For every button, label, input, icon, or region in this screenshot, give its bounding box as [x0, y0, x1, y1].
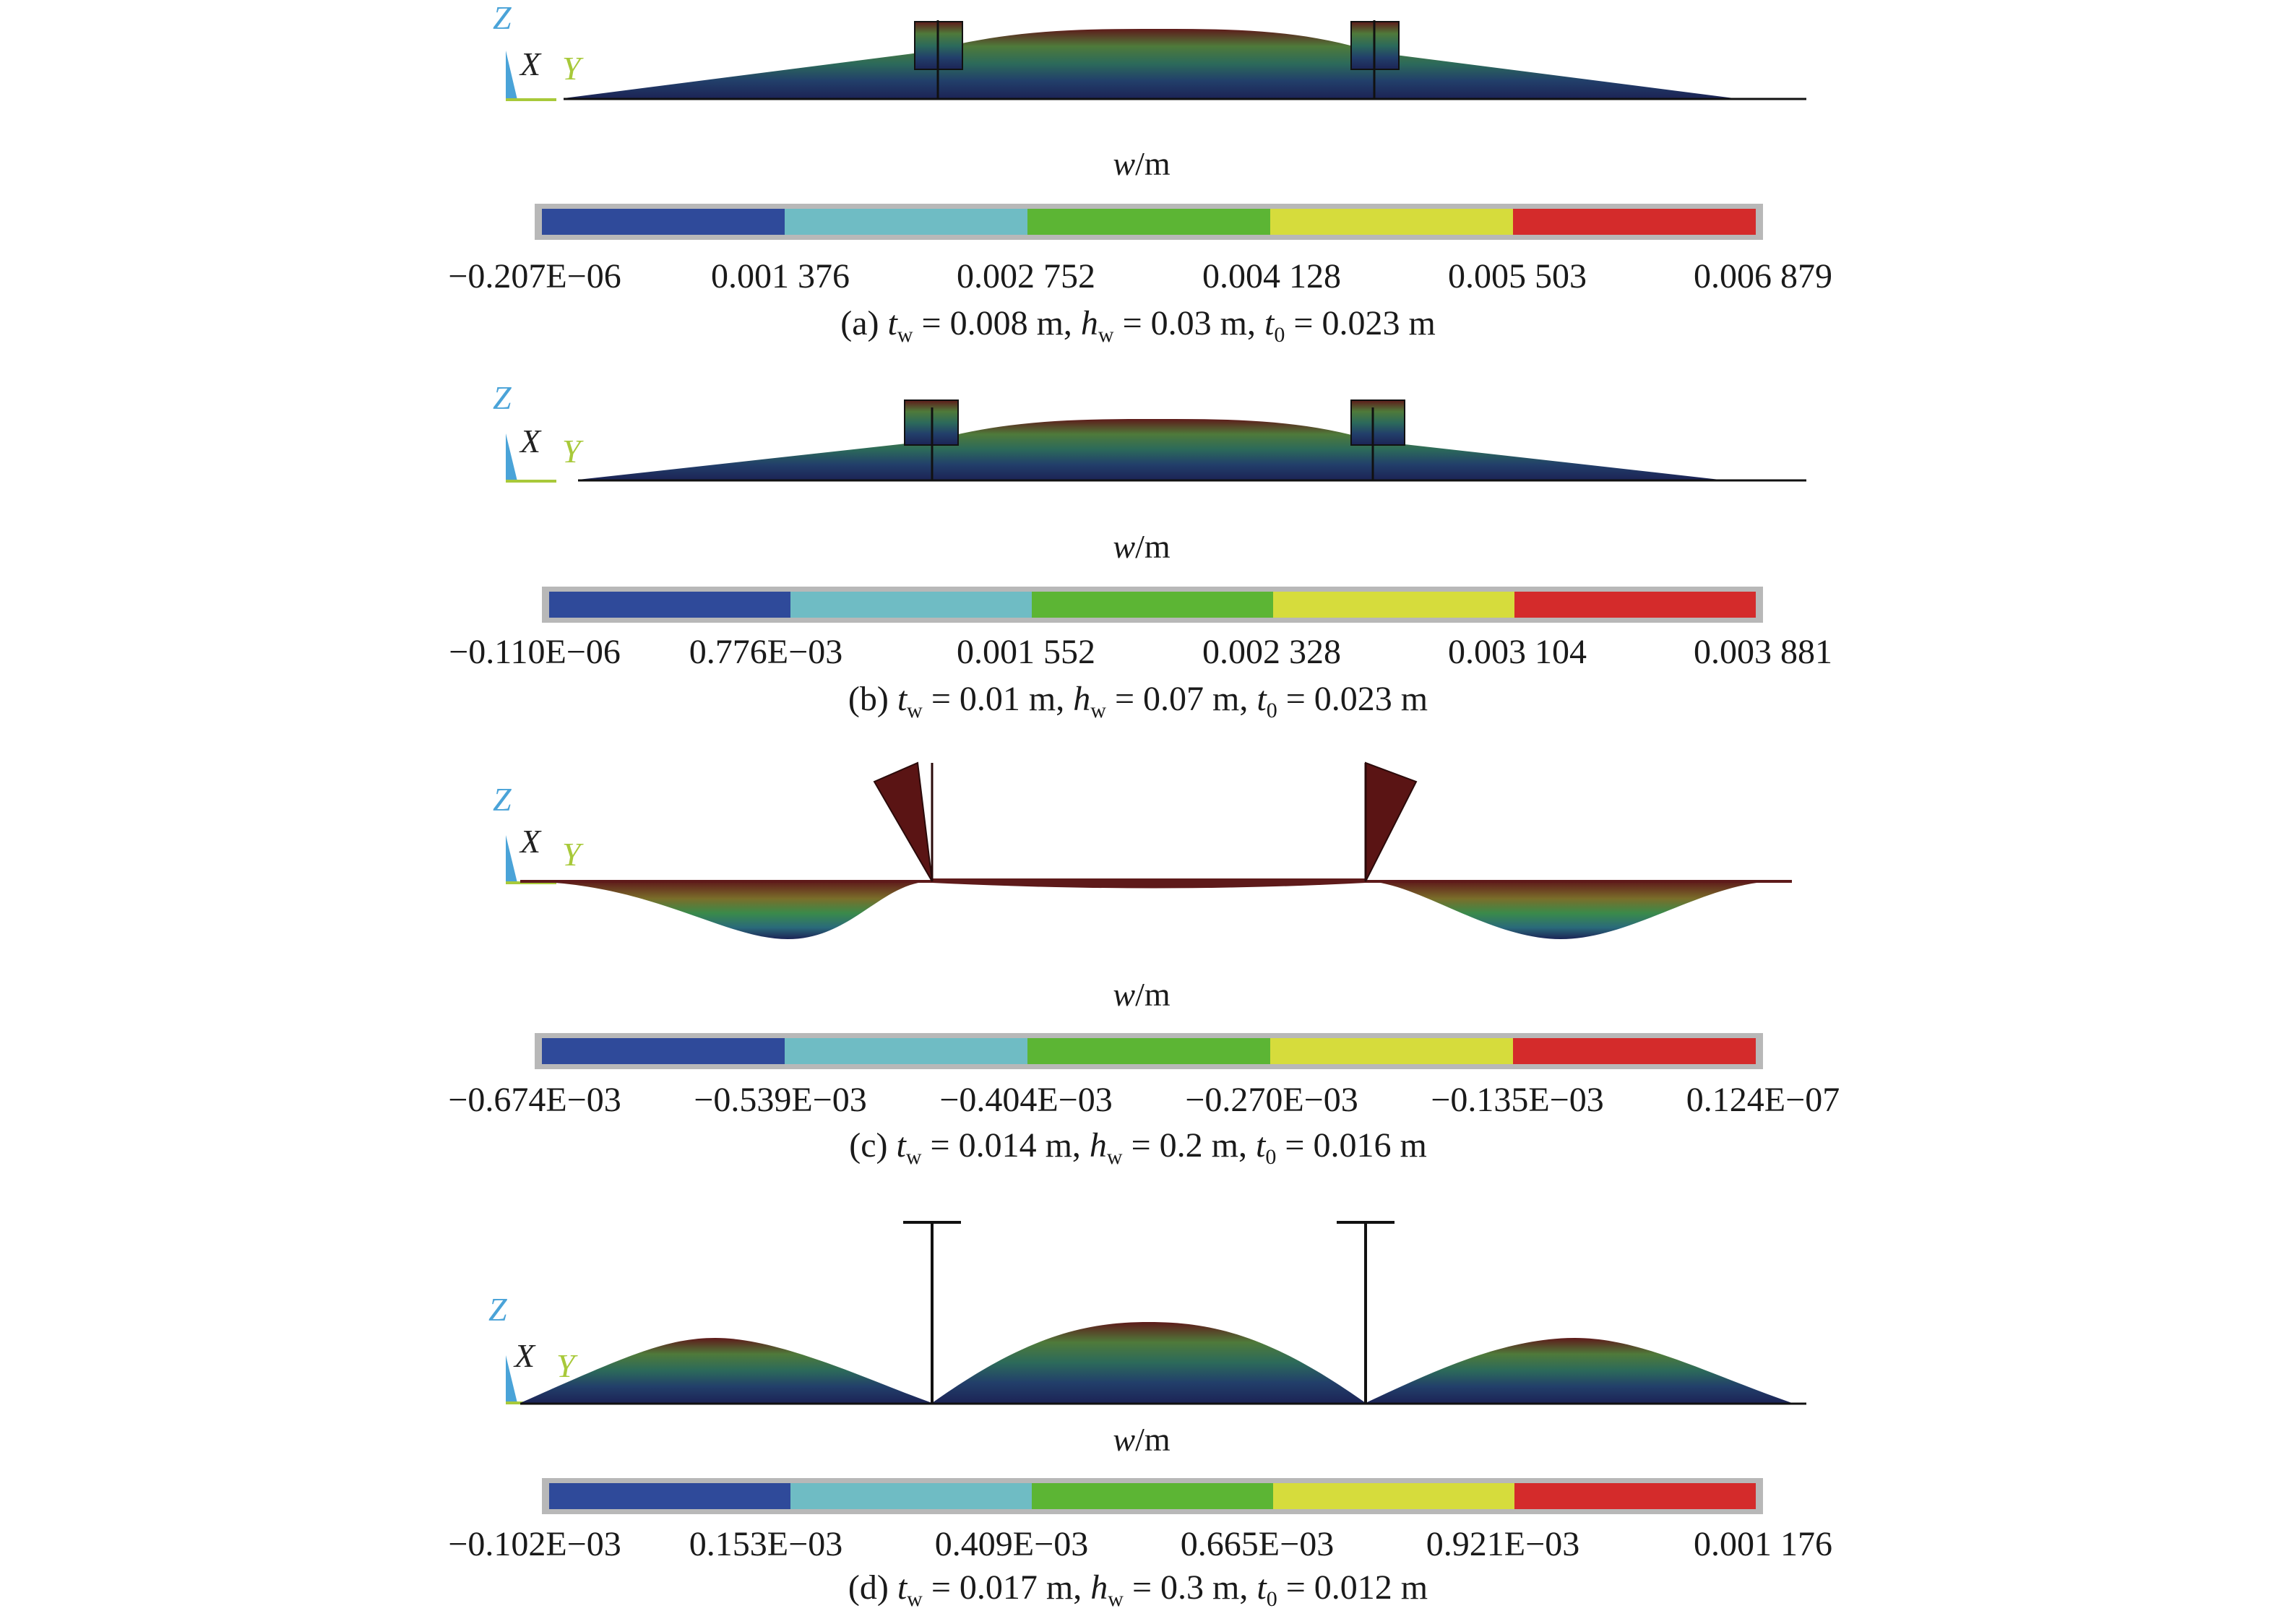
tick-c-0: −0.674E−03	[448, 1081, 621, 1119]
colorbar-segment-2	[790, 1483, 1032, 1509]
axis-z-label: Z	[493, 383, 512, 416]
stiffener-right-c	[1364, 761, 1418, 882]
axis-triad: Z X Y	[493, 0, 584, 101]
colorbar-segment-5	[1513, 1038, 1756, 1064]
caption-d: (d) tw = 0.017 m, hw = 0.3 m, t0 = 0.012…	[848, 1568, 1428, 1611]
deformed-plate-b	[578, 419, 1720, 480]
caption-c: (c) tw = 0.014 m, hw = 0.2 m, t0 = 0.016…	[849, 1126, 1427, 1169]
deformation-plot-d: Z X Y	[488, 1221, 1806, 1405]
deformed-plate-c-right	[1366, 881, 1777, 939]
colorbar-segment-5	[1514, 592, 1756, 618]
colorbar-segment-2	[790, 592, 1032, 618]
colorbar-segment-2	[785, 1038, 1027, 1064]
axis-x-label: X	[513, 1337, 536, 1374]
colorbar-segment-1	[542, 209, 785, 235]
w-axis-label-c: w/m	[1113, 976, 1171, 1013]
colorbar-segment-4	[1273, 592, 1514, 618]
tick-c-1: −0.539E−03	[694, 1081, 867, 1119]
tick-a-2: 0.002 752	[957, 257, 1095, 295]
stiffener-left-d	[903, 1221, 961, 1403]
deformation-plot-b: Z X Y	[493, 383, 1806, 483]
colorbar-segment-4	[1273, 1483, 1514, 1509]
colorbar-segment-1	[549, 592, 790, 618]
tick-c-5: 0.124E−07	[1686, 1081, 1840, 1119]
colorbar-d	[542, 1478, 1763, 1514]
axis-triad: Z X Y	[493, 383, 584, 483]
panel-c: Z X Y w/m −0.674E−03 −0	[0, 759, 2276, 1169]
panel-a: Z X Y w/m −0.207E−06 0.001 376 0.	[0, 0, 2276, 390]
tick-b-1: 0.776E−03	[689, 633, 843, 671]
colorbar-segment-2	[785, 209, 1027, 235]
axis-y-label: Y	[562, 50, 584, 87]
stiffener-left-b	[904, 399, 959, 480]
colorbar-segment-3	[1027, 209, 1270, 235]
tick-b-3: 0.002 328	[1202, 633, 1341, 671]
deformed-plate-d-middle	[932, 1322, 1366, 1403]
tick-d-4: 0.921E−03	[1426, 1525, 1580, 1563]
axis-y-label: Y	[562, 433, 584, 470]
colorbar-segment-4	[1270, 1038, 1513, 1064]
tick-a-5: 0.006 879	[1694, 257, 1832, 295]
tick-d-1: 0.153E−03	[689, 1525, 843, 1563]
tick-c-4: −0.135E−03	[1431, 1081, 1604, 1119]
tick-b-2: 0.001 552	[957, 633, 1095, 671]
panel-d: Z X Y w/m −0.102E−03 0.	[0, 1206, 2276, 1611]
deformed-plate-a	[564, 29, 1734, 98]
caption-a: (a) tw = 0.008 m, hw = 0.03 m, t0 = 0.02…	[840, 304, 1436, 347]
axis-triad: Z X Y	[488, 1291, 578, 1404]
tick-d-0: −0.102E−03	[448, 1525, 621, 1563]
caption-b: (b) tw = 0.01 m, hw = 0.07 m, t0 = 0.023…	[848, 680, 1428, 722]
colorbar-b	[542, 587, 1763, 623]
tick-d-2: 0.409E−03	[934, 1525, 1089, 1563]
stiffener-left-a	[914, 20, 963, 99]
axis-x-label: X	[519, 823, 542, 860]
tick-b-0: −0.110E−06	[449, 633, 621, 671]
stiffener-right-b	[1350, 399, 1405, 480]
deformed-plate-d-right	[1366, 1338, 1792, 1403]
deformed-plate-c-left	[520, 881, 932, 939]
panel-b: Z X Y w/m −0.110E−06 0.776E−03 0.	[0, 383, 2276, 773]
tick-a-1: 0.001 376	[711, 257, 850, 295]
colorbar-segment-3	[1027, 1038, 1270, 1064]
colorbar-segment-3	[1032, 1483, 1273, 1509]
w-axis-label-a: w/m	[1113, 145, 1171, 182]
colorbar-segment-1	[542, 1038, 785, 1064]
tick-a-0: −0.207E−06	[448, 257, 621, 295]
colorbar-segment-5	[1513, 209, 1756, 235]
deformation-plot-c: Z X Y	[493, 761, 1792, 939]
deformation-plot-a: Z X Y	[493, 0, 1806, 101]
axis-z-label: Z	[493, 0, 512, 36]
tick-a-3: 0.004 128	[1202, 257, 1341, 295]
axis-y-label: Y	[556, 1347, 578, 1384]
colorbar-segment-3	[1032, 592, 1273, 618]
axis-z-label: Z	[488, 1291, 507, 1328]
colorbar-a	[535, 204, 1763, 240]
axis-x-label: X	[519, 46, 542, 82]
tick-c-3: −0.270E−03	[1185, 1081, 1358, 1119]
stiffener-right-d	[1337, 1221, 1395, 1403]
stiffener-left-c	[873, 761, 934, 882]
tick-a-4: 0.005 503	[1448, 257, 1587, 295]
stiffener-right-a	[1350, 20, 1400, 99]
colorbar-c	[535, 1033, 1763, 1069]
colorbar-segment-1	[549, 1483, 790, 1509]
axis-triad: Z X Y	[493, 781, 584, 884]
tick-d-3: 0.665E−03	[1180, 1525, 1335, 1563]
axis-z-label: Z	[493, 781, 512, 818]
tick-b-5: 0.003 881	[1694, 633, 1832, 671]
axis-y-label: Y	[562, 836, 584, 873]
tick-d-5: 0.001 176	[1694, 1525, 1832, 1563]
colorbar-segment-4	[1270, 209, 1513, 235]
axis-x-label: X	[519, 423, 542, 459]
w-axis-label-d: w/m	[1113, 1421, 1171, 1458]
w-axis-label-b: w/m	[1113, 528, 1171, 565]
tick-b-4: 0.003 104	[1448, 633, 1587, 671]
deformed-plate-d-left	[520, 1338, 932, 1403]
colorbar-segment-5	[1514, 1483, 1756, 1509]
tick-c-2: −0.404E−03	[939, 1081, 1113, 1119]
